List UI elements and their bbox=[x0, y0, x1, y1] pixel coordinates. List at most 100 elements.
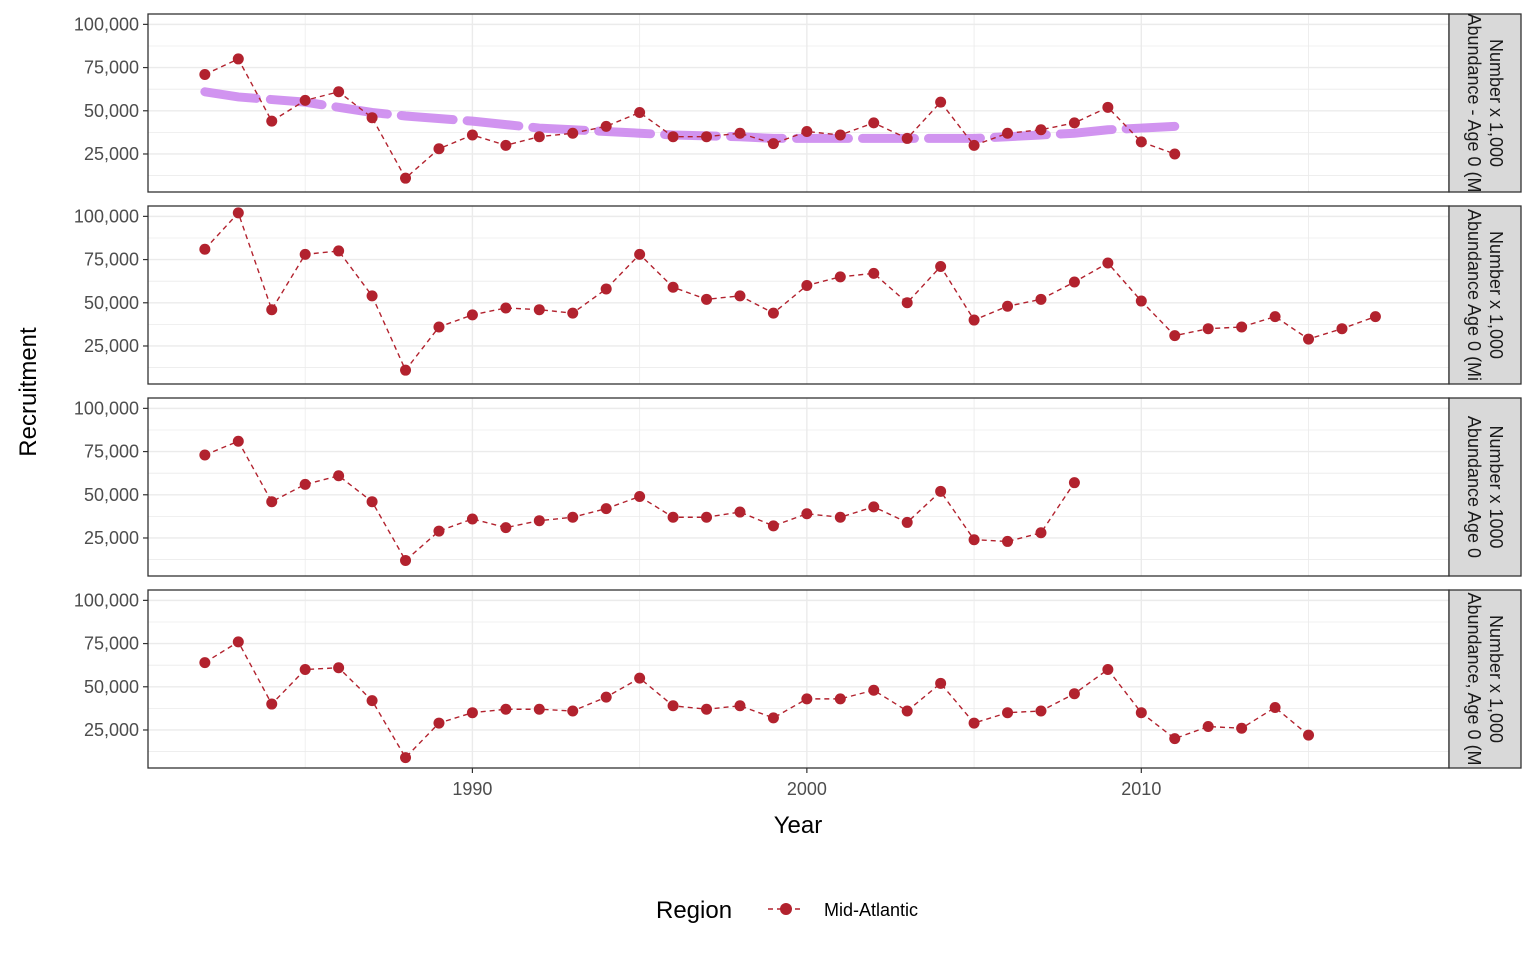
trend-line bbox=[200, 87, 1180, 143]
data-point bbox=[901, 516, 913, 528]
data-point bbox=[199, 449, 211, 461]
data-point bbox=[667, 700, 679, 712]
data-point bbox=[232, 53, 244, 65]
data-point bbox=[199, 68, 211, 80]
facet-strip-text-group: Abundance Age 0 (Mi Number x 1,000 bbox=[1464, 209, 1506, 381]
data-point bbox=[1035, 293, 1047, 305]
data-point bbox=[567, 705, 579, 717]
data-point bbox=[466, 129, 478, 141]
facet-strip-label: Number x 1,000 bbox=[1486, 231, 1506, 359]
data-point bbox=[767, 138, 779, 150]
data-point bbox=[232, 207, 244, 219]
data-point bbox=[333, 470, 345, 482]
data-point bbox=[868, 267, 880, 279]
data-point bbox=[701, 293, 713, 305]
y-tick-label: 75,000 bbox=[84, 442, 139, 462]
data-point bbox=[500, 139, 512, 151]
y-tick-label: 100,000 bbox=[74, 590, 139, 610]
data-point bbox=[500, 522, 512, 534]
facet-strip-text-group: Abundance Age 0 Number x 1000 bbox=[1464, 416, 1506, 558]
legend-key-point bbox=[780, 903, 792, 915]
data-point bbox=[901, 705, 913, 717]
series-line bbox=[204, 440, 1076, 562]
data-point bbox=[600, 283, 612, 295]
data-point bbox=[400, 172, 412, 184]
data-point bbox=[1035, 705, 1047, 717]
data-point bbox=[1102, 663, 1114, 675]
y-tick-label: 75,000 bbox=[84, 58, 139, 78]
y-tick-label: 100,000 bbox=[74, 206, 139, 226]
data-point bbox=[567, 511, 579, 523]
data-point bbox=[1135, 295, 1147, 307]
data-point bbox=[1002, 127, 1014, 139]
data-point bbox=[834, 271, 846, 283]
x-tick-label: 2000 bbox=[787, 779, 827, 799]
data-point bbox=[734, 700, 746, 712]
data-point bbox=[466, 513, 478, 525]
data-point bbox=[968, 534, 980, 546]
data-point bbox=[801, 508, 813, 520]
data-point bbox=[266, 496, 278, 508]
data-point bbox=[1369, 311, 1381, 323]
data-point bbox=[1303, 333, 1315, 345]
data-point bbox=[834, 693, 846, 705]
data-point bbox=[199, 657, 211, 669]
y-tick-label: 25,000 bbox=[84, 720, 139, 740]
facet-strip bbox=[1448, 589, 1522, 769]
data-point bbox=[935, 260, 947, 272]
data-point bbox=[500, 703, 512, 715]
series-line bbox=[204, 640, 1309, 759]
data-point bbox=[634, 672, 646, 684]
facet-strip-label: Number x 1000 bbox=[1486, 425, 1506, 548]
data-point bbox=[968, 314, 980, 326]
data-point bbox=[366, 695, 378, 707]
data-point bbox=[801, 279, 813, 291]
data-point bbox=[366, 112, 378, 124]
data-point bbox=[1102, 101, 1114, 113]
x-axis: 1990 2000 2010 bbox=[452, 768, 1161, 799]
data-point bbox=[667, 281, 679, 293]
y-tick-label: 100,000 bbox=[74, 14, 139, 34]
data-point bbox=[634, 107, 646, 119]
data-point bbox=[600, 691, 612, 703]
data-point bbox=[1303, 729, 1315, 741]
data-point bbox=[199, 243, 211, 255]
series-line bbox=[204, 211, 1376, 372]
data-point bbox=[299, 248, 311, 260]
data-point bbox=[834, 511, 846, 523]
facet-strip bbox=[1448, 205, 1522, 385]
panel-3: 25,000 50,000 75,000 100,000 Abundance Age 0… bbox=[74, 397, 1522, 577]
facet-strip bbox=[1448, 397, 1522, 577]
facet-strip-label: Abundance, Age 0 (M bbox=[1464, 592, 1484, 765]
data-point bbox=[1002, 535, 1014, 547]
data-point bbox=[1035, 124, 1047, 136]
y-tick-label: 25,000 bbox=[84, 528, 139, 548]
y-tick-label: 75,000 bbox=[84, 634, 139, 654]
data-point bbox=[1269, 311, 1281, 323]
data-point bbox=[1236, 722, 1248, 734]
data-point bbox=[400, 554, 412, 566]
facet-strip-text-group: Abundance, Age 0 (M Number x 1,000 bbox=[1464, 592, 1506, 765]
data-point bbox=[1336, 323, 1348, 335]
facet-strip-label: Number x 1,000 bbox=[1486, 39, 1506, 167]
panel-1: 25,000 50,000 75,000 100,000 Abundance - Age… bbox=[74, 13, 1522, 193]
facet-strip-text-group: Abundance - Age 0 (M Number x 1,000 bbox=[1464, 14, 1506, 192]
data-point bbox=[1169, 148, 1181, 160]
data-point bbox=[801, 693, 813, 705]
data-point bbox=[935, 96, 947, 108]
data-point bbox=[433, 143, 445, 155]
x-axis-title: Year bbox=[774, 812, 823, 839]
data-point bbox=[868, 117, 880, 129]
panel-4: 25,000 50,000 75,000 100,000 Abundance, Age … bbox=[74, 589, 1522, 769]
data-point bbox=[266, 698, 278, 710]
data-point bbox=[433, 717, 445, 729]
data-point bbox=[433, 525, 445, 537]
data-point bbox=[333, 245, 345, 257]
facet-strip bbox=[1448, 13, 1522, 193]
data-point bbox=[634, 491, 646, 503]
data-point bbox=[600, 503, 612, 515]
data-point bbox=[266, 304, 278, 316]
data-point bbox=[667, 131, 679, 143]
data-point bbox=[667, 511, 679, 523]
